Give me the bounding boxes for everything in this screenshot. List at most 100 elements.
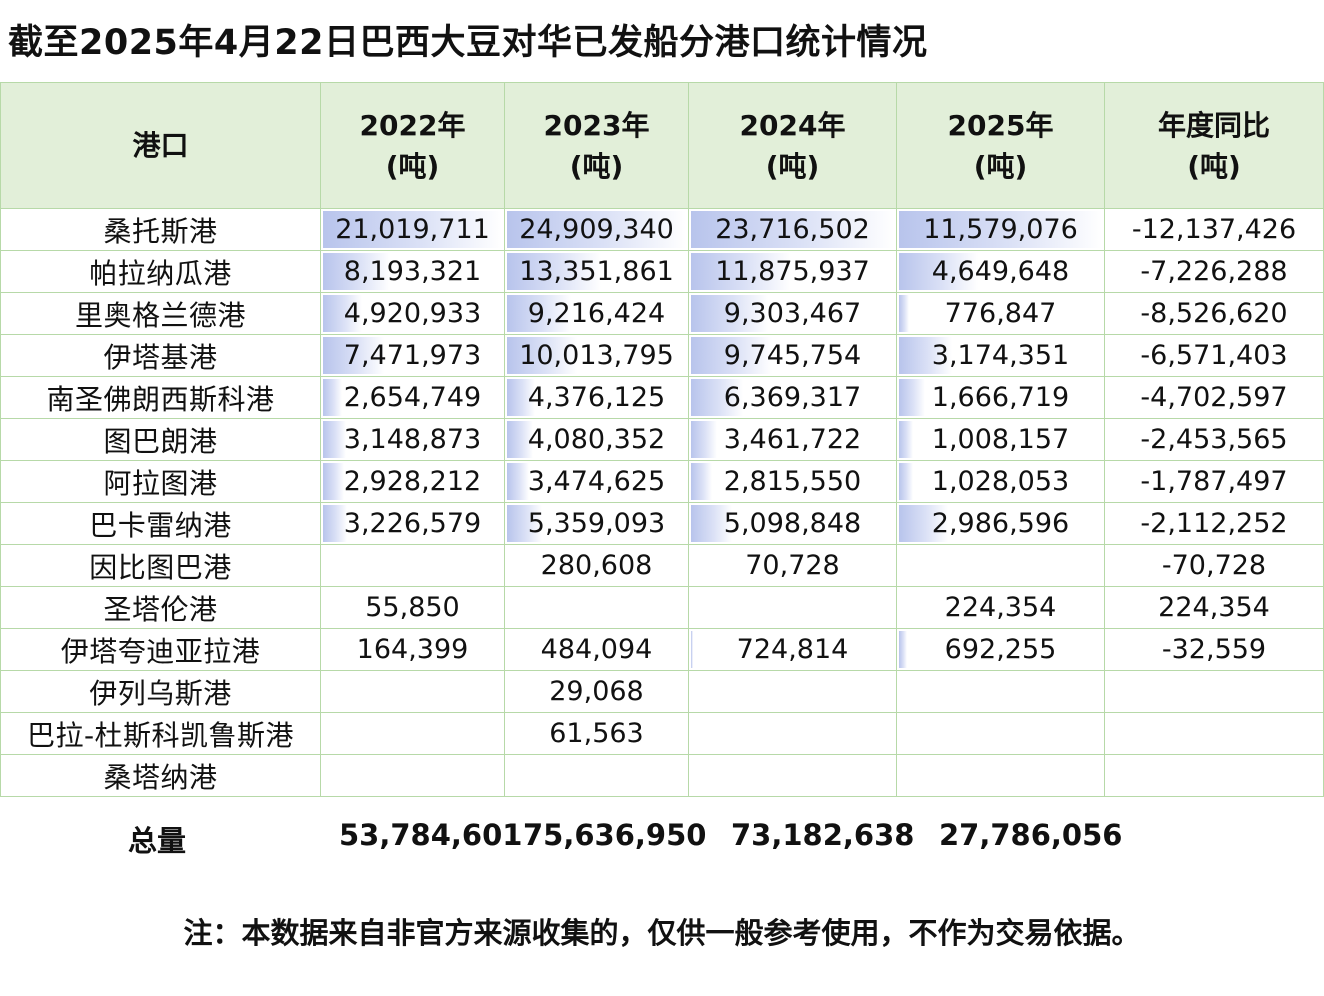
- value-cell-2023: 3,474,625: [504, 460, 689, 503]
- header-2022-year: 2022年: [359, 108, 466, 142]
- page-title: 截至2025年4月22日巴西大豆对华已发船分港口统计情况: [8, 23, 928, 63]
- table-row: 桑托斯港 21,019,711 24,909,340 23,716,502 11,579…: [0, 208, 1324, 251]
- value-cell-2023: 24,909,340: [504, 208, 689, 251]
- value-cell-2023: 10,013,795: [504, 334, 689, 377]
- table-body: 桑托斯港 21,019,711 24,909,340 23,716,502 11,579…: [0, 208, 1324, 797]
- port-name-cell: 伊塔夸迪亚拉港: [0, 628, 321, 671]
- value-text-2025: 1,666,719: [931, 382, 1070, 413]
- value-cell-2024: [688, 712, 897, 755]
- value-text-2025: 776,847: [944, 298, 1057, 329]
- value-cell-2022: [320, 712, 505, 755]
- port-name-cell: 帕拉纳瓜港: [0, 250, 321, 293]
- data-bar-2022: [323, 337, 385, 374]
- data-bar-2024: [691, 379, 743, 416]
- header-2025-year: 2025年: [947, 108, 1054, 142]
- yoy-cell: -1,787,497: [1104, 460, 1324, 503]
- value-cell-2022: 164,399: [320, 628, 505, 671]
- yoy-cell: -12,137,426: [1104, 208, 1324, 251]
- value-text-2023: 13,351,861: [519, 256, 674, 287]
- table-row: 南圣佛朗西斯科港 2,654,749 4,376,125 6,369,317 1,666…: [0, 376, 1324, 419]
- data-bar-2024: [691, 463, 712, 500]
- port-name-cell: 桑托斯港: [0, 208, 321, 251]
- port-name-cell: 巴拉-杜斯科凯鲁斯港: [0, 712, 321, 755]
- port-name-cell: 桑塔纳港: [0, 754, 321, 797]
- value-cell-2022: 3,148,873: [320, 418, 505, 461]
- data-bar-2025: [899, 505, 949, 542]
- value-cell-2023: 484,094: [504, 628, 689, 671]
- value-text-2024: 11,875,937: [715, 256, 870, 287]
- yoy-cell: -32,559: [1104, 628, 1324, 671]
- value-cell-2024: 9,745,754: [688, 334, 897, 377]
- value-text-2022: 8,193,321: [343, 256, 482, 287]
- data-bar-2023: [507, 421, 533, 458]
- table-row: 桑塔纳港: [0, 754, 1324, 797]
- value-text-2025: 692,255: [944, 634, 1057, 665]
- value-text-2022: 2,928,212: [343, 466, 482, 497]
- value-text-2024: 9,303,467: [723, 298, 862, 329]
- value-text-2023: 4,376,125: [527, 382, 666, 413]
- data-bar-2023: [507, 295, 571, 332]
- value-text-2024: 6,369,317: [723, 382, 862, 413]
- data-bar-2025: [899, 211, 1102, 248]
- value-cell-2024: 3,461,722: [688, 418, 897, 461]
- data-bar-2023: [507, 505, 543, 542]
- value-cell-2025: 1,028,053: [896, 460, 1105, 503]
- data-bar-2022: [323, 421, 347, 458]
- value-text-2023: 280,608: [540, 550, 653, 581]
- header-2025-unit: (吨): [973, 149, 1028, 183]
- value-cell-2023: 280,608: [504, 544, 689, 587]
- value-text-2025: 224,354: [944, 592, 1057, 623]
- value-cell-2025: [896, 712, 1105, 755]
- total-2023: 75,636,950: [523, 818, 707, 852]
- value-cell-2023: 4,080,352: [504, 418, 689, 461]
- value-cell-2022: 8,193,321: [320, 250, 505, 293]
- value-cell-2024: [688, 670, 897, 713]
- data-bar-2024: [691, 631, 694, 668]
- data-bar-2022: [323, 295, 362, 332]
- header-2024-unit: (吨): [765, 149, 820, 183]
- data-bar-2024: [691, 505, 732, 542]
- value-cell-2024: 6,369,317: [688, 376, 897, 419]
- value-text-2023: 61,563: [549, 718, 644, 749]
- data-bar-2023: [507, 379, 536, 416]
- data-bar-2022: [323, 253, 391, 290]
- value-text-2025: 1,008,157: [931, 424, 1070, 455]
- header-2024-year: 2024年: [739, 108, 846, 142]
- value-cell-2025: 1,008,157: [896, 418, 1105, 461]
- data-bar-2025: [899, 463, 914, 500]
- value-cell-2024: 70,728: [688, 544, 897, 587]
- value-text-2024: 724,814: [736, 634, 849, 665]
- value-cell-2024: 11,875,937: [688, 250, 897, 293]
- table-row: 图巴朗港 3,148,873 4,080,352 3,461,722 1,008,157…: [0, 418, 1324, 461]
- port-statistics-table: 港口 2022年 (吨) 2023年 (吨) 2024年 (吨) 2025年 (吨) 年…: [0, 82, 1324, 797]
- header-port-label: 港口: [132, 129, 189, 162]
- value-text-2023: 5,359,093: [527, 508, 666, 539]
- value-text-2024: 23,716,502: [715, 214, 870, 245]
- header-2022: 2022年 (吨): [320, 82, 505, 209]
- table-row: 里奥格兰德港 4,920,933 9,216,424 9,303,467 776,847…: [0, 292, 1324, 335]
- value-cell-2024: 9,303,467: [688, 292, 897, 335]
- value-cell-2025: 4,649,648: [896, 250, 1105, 293]
- value-cell-2022: 2,928,212: [320, 460, 505, 503]
- value-cell-2024: 5,098,848: [688, 502, 897, 545]
- port-name-cell: 图巴朗港: [0, 418, 321, 461]
- value-cell-2024: 23,716,502: [688, 208, 897, 251]
- value-cell-2025: 692,255: [896, 628, 1105, 671]
- port-name-cell: 巴卡雷纳港: [0, 502, 321, 545]
- value-cell-2023: 4,376,125: [504, 376, 689, 419]
- table-row: 伊塔夸迪亚拉港 164,399 484,094 724,814 692,255 -32,5…: [0, 628, 1324, 671]
- value-cell-2023: 29,068: [504, 670, 689, 713]
- table-row: 巴拉-杜斯科凯鲁斯港 61,563: [0, 712, 1324, 755]
- value-cell-2022: [320, 544, 505, 587]
- total-2022: 53,784,601: [339, 818, 523, 852]
- data-bar-2025: [899, 295, 909, 332]
- value-text-2022: 3,148,873: [343, 424, 482, 455]
- value-text-2023: 3,474,625: [527, 466, 666, 497]
- port-name-cell: 伊塔基港: [0, 334, 321, 377]
- data-bar-2025: [899, 379, 925, 416]
- data-bar-2023: [507, 253, 602, 290]
- value-cell-2023: 13,351,861: [504, 250, 689, 293]
- value-text-2025: 2,986,596: [931, 508, 1070, 539]
- value-cell-2025: 3,174,351: [896, 334, 1105, 377]
- yoy-cell: -4,702,597: [1104, 376, 1324, 419]
